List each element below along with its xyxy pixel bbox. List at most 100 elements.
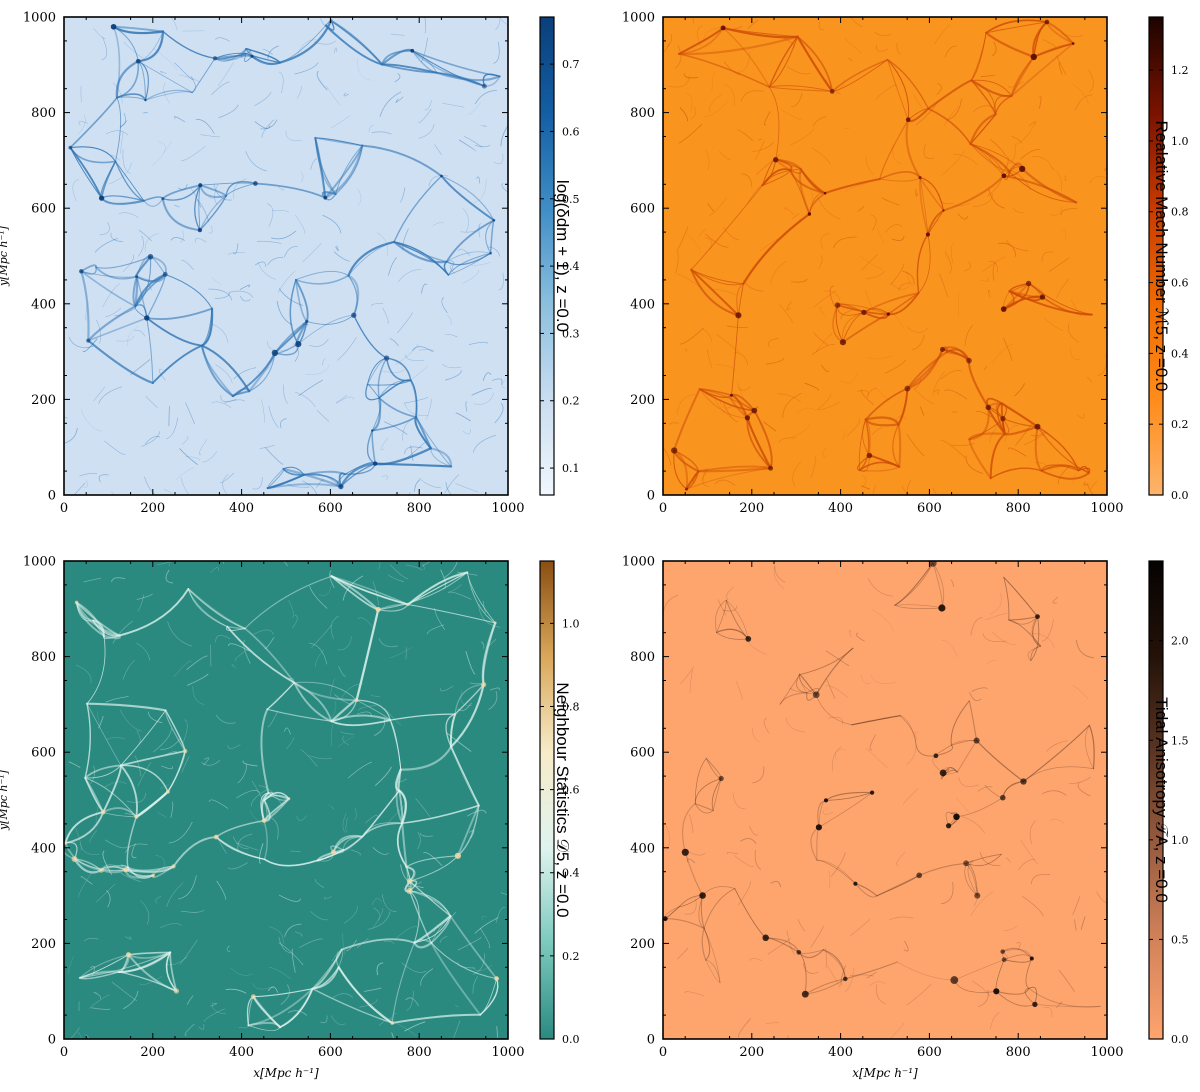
colorbar-tick-label: 0.2 <box>1171 418 1189 431</box>
field-background <box>663 17 1107 495</box>
colorbar-tick-label: 0.0 <box>562 1033 580 1046</box>
filament-network <box>664 562 1101 1008</box>
filament-network <box>69 18 501 490</box>
panel-4: 0 200 400 600 800 1000 0 200 400 600 800 1000 x[Mpc … <box>622 555 1189 1081</box>
density-peaks <box>663 561 1040 1008</box>
colorbar <box>1148 16 1164 496</box>
y-tick-label: 0 <box>647 489 655 504</box>
y-tick-label: 800 <box>630 106 655 121</box>
colorbar-tick-label: 0.2 <box>562 950 580 963</box>
colorbar-label: Realative Mach Number ℳ5, z =0.0 <box>1152 121 1171 392</box>
colorbar-tick-label: 0.3 <box>562 327 580 340</box>
panel-1: 0 200 400 600 800 1000 0 200 400 600 800 1000 y[Mpc … <box>0 11 580 517</box>
field-background <box>663 561 1107 1039</box>
plot-frame <box>662 16 1108 496</box>
colorbar-tick-label: 0.4 <box>562 260 580 273</box>
colorbar-tick-label: 0.0 <box>1171 489 1189 502</box>
colorbar-tick-label: 0.7 <box>562 58 580 71</box>
fine-structure <box>663 565 1107 1039</box>
y-tick-label: 1000 <box>23 555 56 570</box>
y-tick-label: 200 <box>630 393 655 408</box>
x-tick-label: 0 <box>659 1045 667 1060</box>
y-tick-label: 400 <box>31 297 56 312</box>
x-tick-label: 400 <box>229 1045 254 1060</box>
y-tick-label: 400 <box>31 841 56 856</box>
x-tick-label: 400 <box>229 501 254 516</box>
x-tick-label: 1000 <box>491 501 524 516</box>
colorbar-label: log(δdm + 1), z =0.0 <box>553 180 572 332</box>
colorbar-tick-label: 0.4 <box>1171 347 1189 360</box>
colorbar-label: Tidal Anisotropy 𝒯A, z =0.0 <box>1152 697 1171 903</box>
x-tick-label: 200 <box>739 1045 764 1060</box>
fine-structure <box>663 17 1107 495</box>
colorbar-label: Neighbour Statistics 𝒟5, z =0.0 <box>553 682 572 917</box>
field-image <box>64 561 508 1039</box>
y-tick-label: 0 <box>48 489 56 504</box>
y-tick-label: 200 <box>31 393 56 408</box>
y-tick-label: 600 <box>630 746 655 761</box>
y-tick-label: 0 <box>647 1033 655 1048</box>
colorbar-tick-label: 1.0 <box>1171 834 1189 847</box>
y-tick-label: 800 <box>630 650 655 665</box>
x-tick-label: 600 <box>318 1045 343 1060</box>
colorbar-tick-label: 0.1 <box>562 462 580 475</box>
colorbar-tick-label: 0.4 <box>562 867 580 880</box>
y-axis-label: y[Mpc h⁻¹] <box>0 769 10 831</box>
y-tick-label: 200 <box>31 937 56 952</box>
x-tick-label: 200 <box>140 1045 165 1060</box>
colorbar <box>1148 560 1164 1040</box>
y-tick-label: 800 <box>31 106 56 121</box>
density-peaks <box>64 600 499 1026</box>
colorbar-tick-label: 0.6 <box>1171 277 1189 290</box>
colorbar-tick-label: 0.8 <box>562 700 580 713</box>
x-tick-label: 800 <box>407 1045 432 1060</box>
density-peaks <box>671 19 1075 491</box>
colorbar <box>539 16 555 496</box>
y-tick-label: 200 <box>630 937 655 952</box>
y-tick-label: 1000 <box>622 555 655 570</box>
colorbar-tick-label: 1.5 <box>1171 734 1189 747</box>
x-tick-label: 1000 <box>1090 1045 1123 1060</box>
colorbar-tick-label: 1.2 <box>1171 64 1189 77</box>
x-tick-label: 600 <box>318 501 343 516</box>
x-tick-label: 1000 <box>1090 501 1123 516</box>
colorbar-tick-label: 1.0 <box>1171 135 1189 148</box>
fine-structure <box>68 561 508 1039</box>
x-tick-label: 600 <box>917 1045 942 1060</box>
y-tick-label: 800 <box>31 650 56 665</box>
y-axis-label: y[Mpc h⁻¹] <box>0 225 10 287</box>
y-tick-label: 1000 <box>23 11 56 26</box>
y-tick-label: 0 <box>48 1033 56 1048</box>
x-tick-label: 200 <box>739 501 764 516</box>
y-tick-label: 600 <box>31 202 56 217</box>
x-tick-label: 1000 <box>491 1045 524 1060</box>
tick-marks <box>63 560 509 1040</box>
x-axis-label: x[Mpc h⁻¹] <box>852 1066 918 1080</box>
x-tick-label: 600 <box>917 501 942 516</box>
plot-frame <box>63 16 509 496</box>
x-tick-label: 200 <box>140 501 165 516</box>
x-tick-label: 400 <box>828 1045 853 1060</box>
tick-marks <box>662 560 1108 1040</box>
y-tick-label: 600 <box>31 746 56 761</box>
tick-marks <box>63 16 509 496</box>
x-tick-label: 0 <box>60 1045 68 1060</box>
x-tick-label: 800 <box>1006 1045 1031 1060</box>
colorbar-tick-label: 0.0 <box>1171 1033 1189 1046</box>
colorbar-tick-label: 0.6 <box>562 784 580 797</box>
field-image <box>663 17 1107 495</box>
field-image <box>663 561 1107 1039</box>
x-tick-label: 800 <box>407 501 432 516</box>
y-tick-label: 1000 <box>622 11 655 26</box>
x-tick-label: 400 <box>828 501 853 516</box>
y-tick-label: 400 <box>630 841 655 856</box>
colorbar-tick-label: 0.2 <box>562 395 580 408</box>
tick-marks <box>662 16 1108 496</box>
plot-frame <box>63 560 509 1040</box>
colorbar-tick-label: 1.0 <box>562 617 580 630</box>
x-tick-label: 800 <box>1006 501 1031 516</box>
plot-frame <box>662 560 1108 1040</box>
x-tick-label: 0 <box>60 501 68 516</box>
panel-3: 0 200 400 600 800 1000 0 200 400 600 800 1000 x[Mpc … <box>0 555 580 1081</box>
